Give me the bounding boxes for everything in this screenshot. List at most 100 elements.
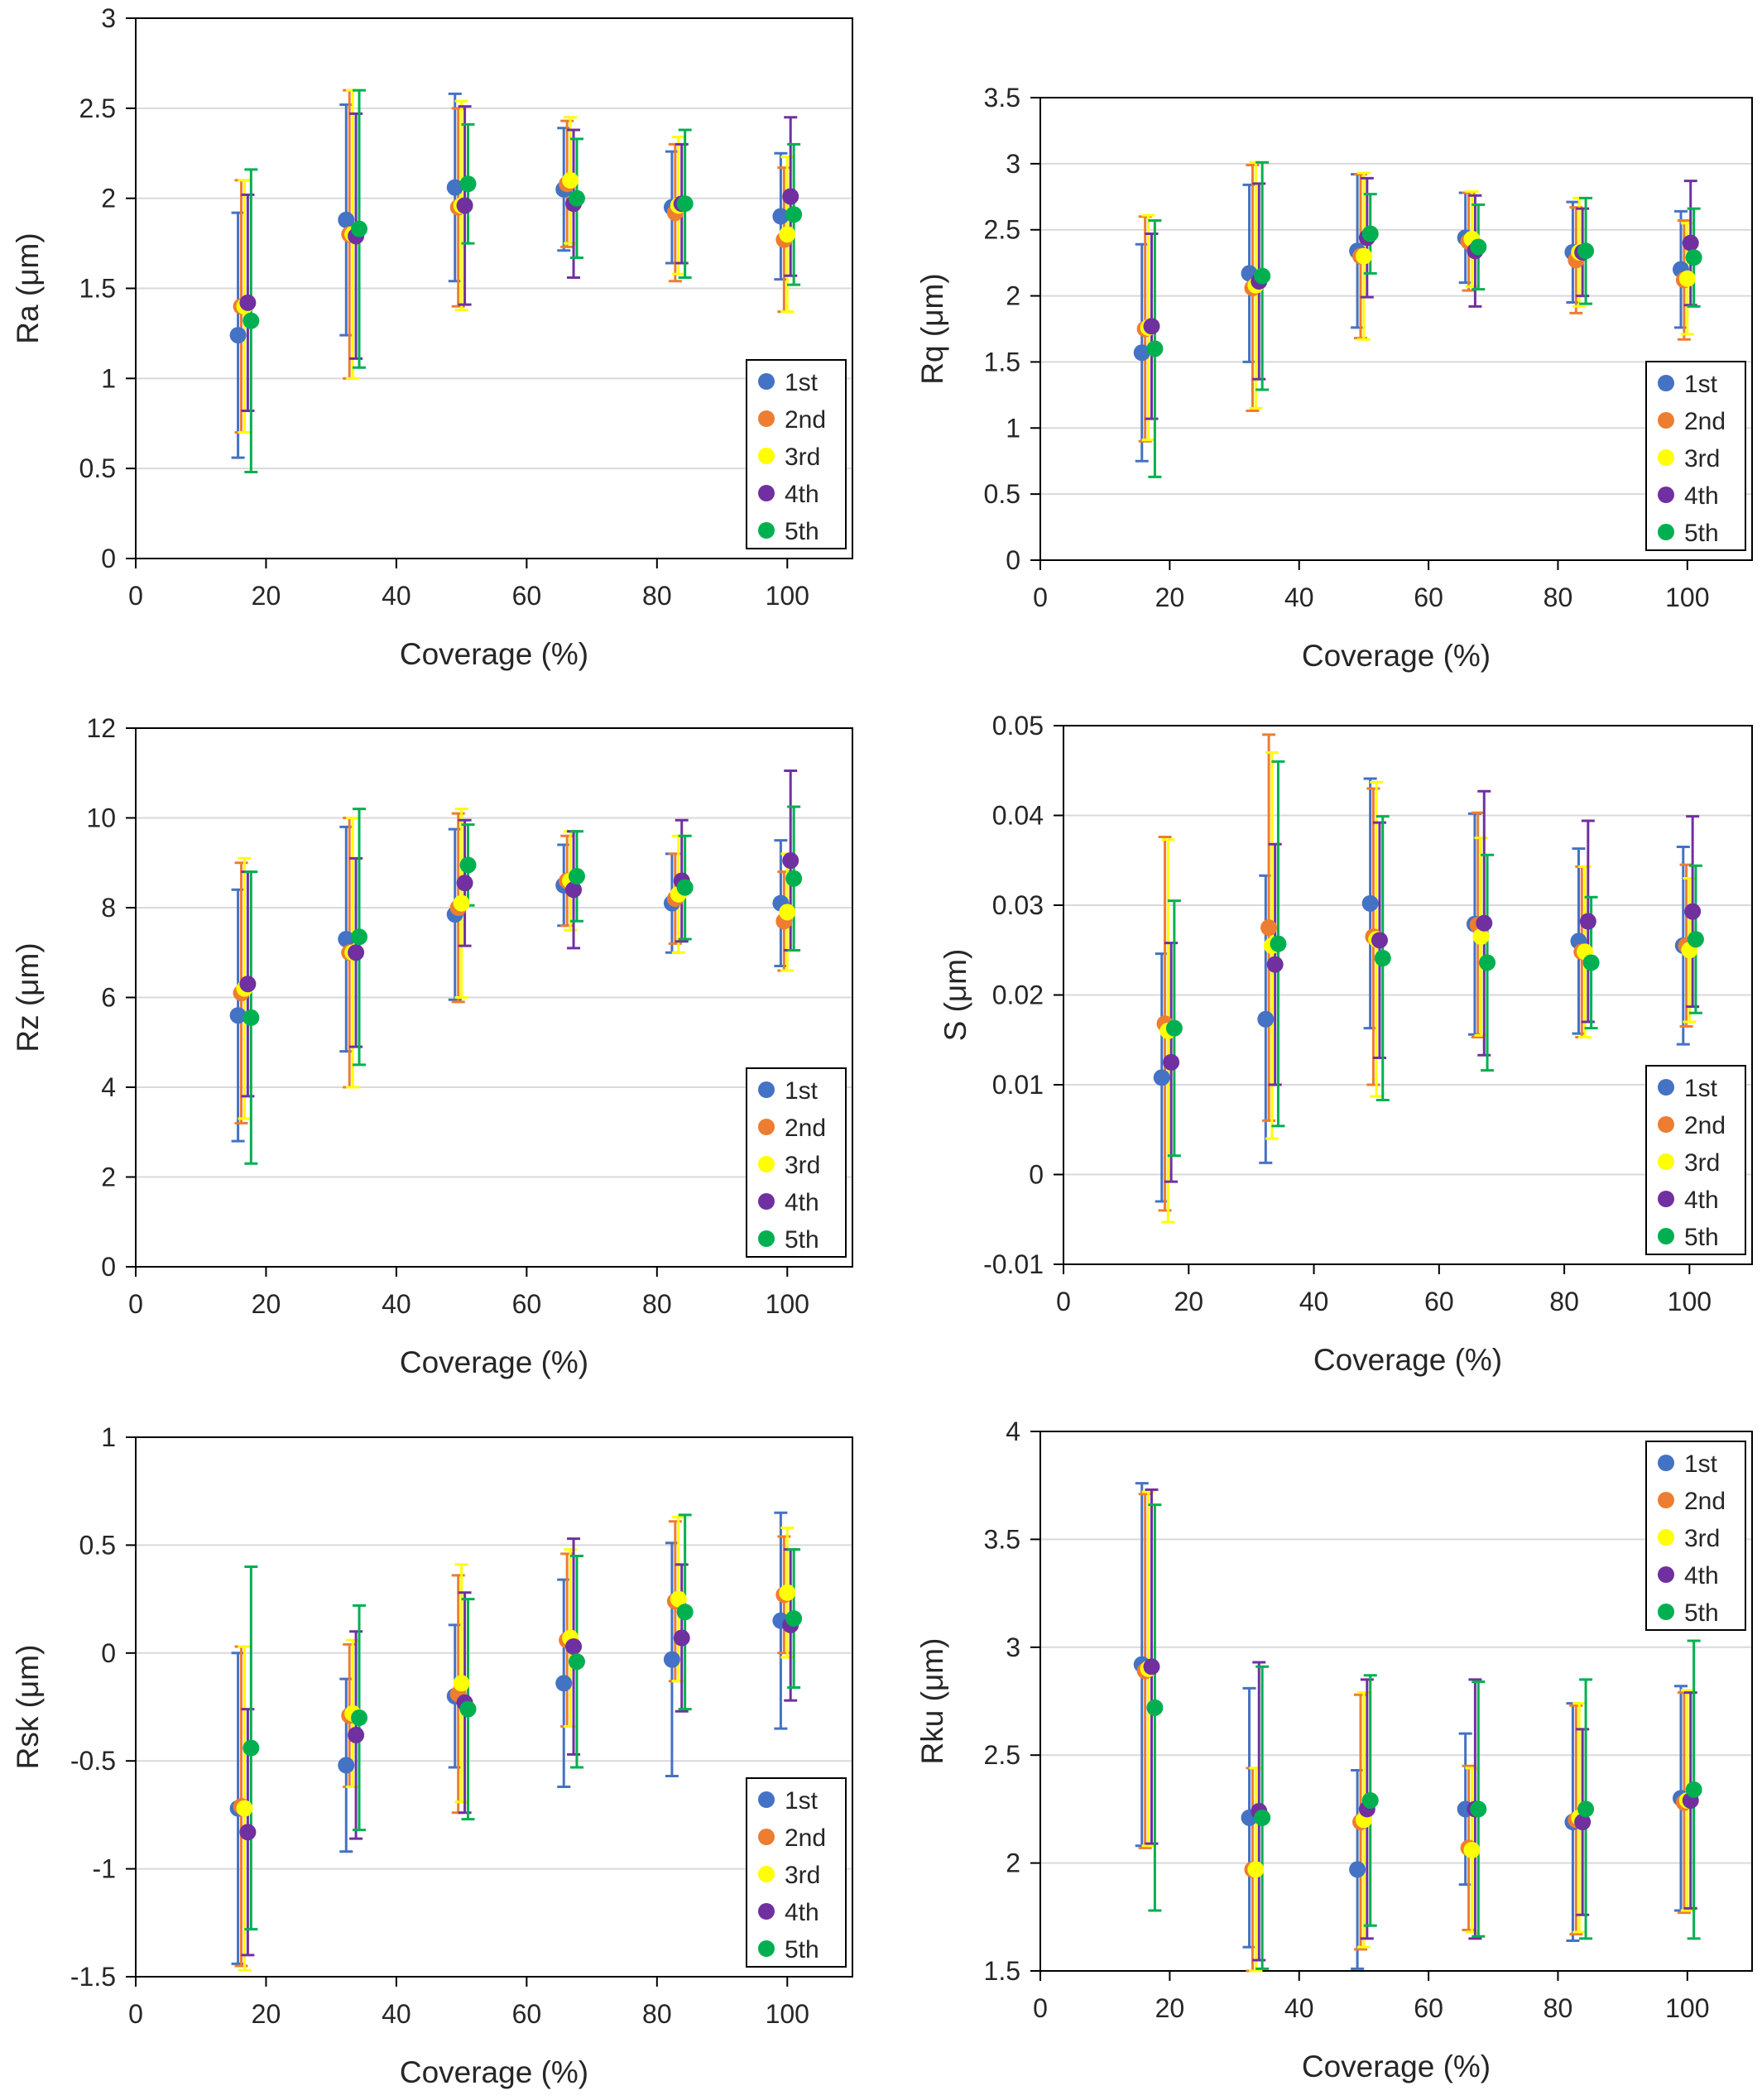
legend-marker <box>1658 1116 1674 1133</box>
data-point <box>242 1009 260 1026</box>
y-axis-title: Rz (μm) <box>11 942 45 1052</box>
y-tick-label: 1 <box>101 363 116 393</box>
y-tick-label: 2.5 <box>984 215 1020 245</box>
data-point <box>229 327 247 344</box>
points-3rd <box>1140 230 1696 336</box>
legend-marker <box>1658 1455 1674 1471</box>
plot-area-border <box>1039 97 1753 561</box>
data-point <box>779 226 796 243</box>
points-1st <box>229 179 790 344</box>
data-point <box>676 195 694 213</box>
series-2nd <box>1138 1493 1691 1973</box>
series-3rd <box>1141 1490 1694 1973</box>
data-point <box>1574 1814 1592 1831</box>
y-tick-label: 0 <box>1006 545 1020 575</box>
legend-label: 1st <box>1684 1450 1718 1478</box>
y-tick-label: 0 <box>1029 1160 1044 1190</box>
data-point <box>1266 956 1284 973</box>
y-tick-label: 4 <box>101 1072 116 1102</box>
x-axis-title: Coverage (%) <box>400 637 588 671</box>
series-2nd <box>1138 163 1691 443</box>
legend-label: 5th <box>785 1936 819 1963</box>
legend-marker <box>758 410 775 427</box>
x-tick-label: 80 <box>1544 1993 1573 2023</box>
points-5th <box>1165 931 1704 1037</box>
chart-ra: 0 0.5 1 1.5 2 2.5 3 0 20 40 60 80 100 Coverage (%) Ra … <box>11 3 853 671</box>
series-1st <box>1135 173 1688 463</box>
data-point <box>1472 928 1490 945</box>
y-tick-label: 0.04 <box>992 801 1044 831</box>
y-tick-label: 2.5 <box>79 93 116 123</box>
legend-label: 5th <box>1684 1224 1719 1251</box>
data-point <box>1270 935 1287 952</box>
y-tick-label: 3.5 <box>984 83 1020 113</box>
x-axis-title: Coverage (%) <box>400 1345 588 1379</box>
series-2nd <box>234 812 791 1124</box>
points-4th <box>1143 1658 1699 1831</box>
legend-label: 4th <box>1684 1187 1719 1214</box>
legend-label: 4th <box>785 1189 819 1216</box>
series-2nd <box>234 89 791 434</box>
points-3rd <box>236 1584 796 1817</box>
data-point <box>1479 954 1496 971</box>
series-4th <box>241 1537 798 1957</box>
x-tick-label: 80 <box>1544 583 1573 612</box>
points-3rd <box>1159 928 1698 1039</box>
data-point <box>229 1007 247 1024</box>
y-tick-label: -1 <box>93 1854 116 1884</box>
y-tick-label: 10 <box>86 803 116 833</box>
x-tick-label: 0 <box>1033 583 1048 612</box>
data-point <box>1579 913 1596 930</box>
data-point <box>348 1726 365 1743</box>
y-tick-label: 2 <box>1006 1848 1020 1878</box>
data-point <box>1146 340 1164 357</box>
series-4th <box>1164 789 1700 1183</box>
data-point <box>459 175 477 193</box>
legend-label: 1st <box>1684 371 1718 398</box>
y-tick-label: 0 <box>101 1638 116 1668</box>
y-tick-label: 8 <box>101 893 116 923</box>
legend: 1st 2nd 3rd 4th 5th <box>746 1777 847 1968</box>
data-point <box>239 1824 257 1841</box>
legend-marker <box>1658 1492 1674 1508</box>
x-tick-label: 100 <box>766 581 809 611</box>
points-2nd <box>233 175 793 315</box>
chart-rsk: -1.5 -1 -0.5 0 0.5 1 0 20 40 60 80 100 Coverage (%) R… <box>11 1422 853 2089</box>
x-axis-title: Coverage (%) <box>400 2055 588 2089</box>
data-point <box>1349 1861 1366 1878</box>
legend-label: 1st <box>785 369 819 396</box>
x-tick-label: 80 <box>642 1289 672 1319</box>
data-point <box>785 206 803 223</box>
data-point <box>1163 1053 1180 1071</box>
legend-marker <box>1658 1529 1674 1546</box>
legend-marker <box>1658 1153 1674 1170</box>
x-tick-label: 100 <box>766 1999 809 2029</box>
legend: 1st 2nd 3rd 4th 5th <box>1645 1065 1746 1255</box>
series-3rd <box>1161 751 1697 1224</box>
x-tick-label: 0 <box>1033 1993 1048 2023</box>
data-point <box>1577 242 1595 260</box>
data-point <box>779 904 796 921</box>
legend-label: 3rd <box>1684 445 1720 472</box>
legend-marker <box>758 522 775 539</box>
chart-rq: 0 0.5 1 1.5 2 2.5 3 3.5 0 20 40 60 80 100 Coverage (%)… <box>915 83 1753 673</box>
legend-label: 1st <box>1684 1075 1718 1102</box>
points-2nd <box>1136 1662 1692 1878</box>
data-point <box>1371 932 1388 949</box>
data-point <box>1355 247 1372 265</box>
x-tick-label: 0 <box>1056 1287 1071 1316</box>
data-point <box>242 1739 260 1757</box>
data-point <box>565 1637 583 1655</box>
series-5th <box>244 89 801 474</box>
data-point <box>1684 903 1702 920</box>
data-point <box>1254 1809 1271 1826</box>
legend-marker <box>758 485 775 501</box>
x-tick-label: 40 <box>1299 1287 1329 1316</box>
points-5th <box>242 175 803 329</box>
series-3rd <box>238 89 795 434</box>
y-tick-label: 3 <box>101 3 116 33</box>
y-tick-label: 2 <box>101 1163 116 1192</box>
x-tick-label: 20 <box>252 581 281 611</box>
data-point <box>1685 1781 1702 1798</box>
